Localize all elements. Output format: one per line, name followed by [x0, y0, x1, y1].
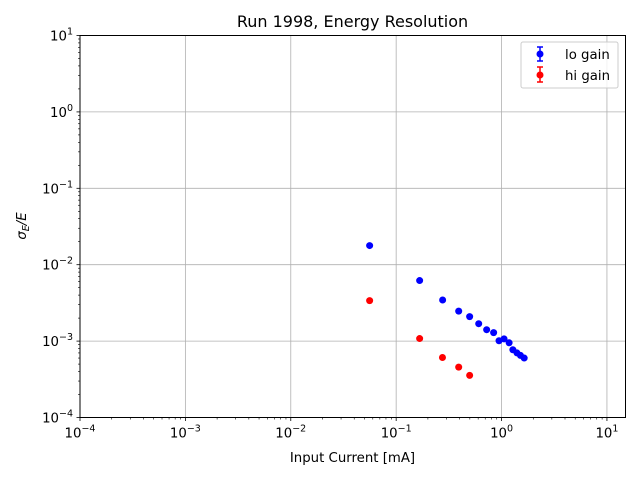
- series-hi-gain: [366, 297, 474, 379]
- series-lo-gain: [366, 242, 528, 362]
- legend-label-lo-gain: lo gain: [565, 48, 610, 63]
- y-tick-label: 10−2: [42, 256, 73, 274]
- y-label-subscript: E: [21, 225, 32, 231]
- legend-label-hi-gain: hi gain: [565, 69, 610, 84]
- legend-entry-hi-gain: hi gain: [536, 66, 610, 84]
- y-tick-label: 100: [50, 103, 73, 121]
- data-points: [366, 242, 528, 379]
- data-point: [439, 296, 447, 304]
- data-point: [366, 297, 374, 305]
- x-tick-label: 100: [490, 424, 513, 442]
- y-label-sigma: σ: [15, 231, 30, 240]
- y-axis-ticks: 10−4 10−3 10−2 10−1 100 101: [42, 27, 80, 427]
- data-point: [520, 354, 528, 362]
- legend-marker-hi-gain: [536, 71, 544, 79]
- data-point: [455, 307, 463, 315]
- x-tick-label: 10−4: [65, 424, 96, 442]
- x-tick-label: 10−2: [275, 424, 306, 442]
- legend: lo gain hi gain: [520, 41, 619, 89]
- grid: [79, 35, 626, 418]
- data-point: [416, 335, 424, 343]
- y-tick-label: 10−3: [42, 332, 73, 350]
- x-tick-label: 10−3: [170, 424, 201, 442]
- data-point: [500, 335, 508, 343]
- y-axis-label: σE/E: [15, 212, 32, 240]
- y-tick-label: 10−1: [42, 179, 73, 197]
- data-point: [490, 329, 498, 337]
- y-tick-label: 10−4: [42, 409, 73, 427]
- x-tick-label: 101: [595, 424, 618, 442]
- data-point: [483, 326, 491, 334]
- data-point: [416, 277, 424, 285]
- legend-frame: [520, 41, 619, 89]
- minor-ticks: [78, 38, 603, 420]
- y-tick-label: 101: [50, 27, 73, 45]
- data-point: [366, 242, 374, 250]
- data-point: [466, 371, 474, 379]
- data-point: [475, 320, 483, 328]
- y-label-tail: /E: [15, 212, 30, 226]
- legend-entry-lo-gain: lo gain: [536, 46, 610, 63]
- data-point: [505, 339, 513, 347]
- chart-title: Run 1998, Energy Resolution: [237, 12, 468, 31]
- x-axis-ticks: 10−4 10−3 10−2 10−1 100 101: [65, 417, 618, 442]
- legend-marker-lo-gain: [536, 50, 544, 58]
- x-axis-label: Input Current [mA]: [290, 451, 415, 466]
- data-point: [438, 354, 446, 362]
- svg-text:σE/E: σE/E: [15, 212, 32, 240]
- data-point: [466, 313, 474, 321]
- axes-frame: [79, 35, 626, 418]
- data-point: [455, 363, 463, 371]
- x-tick-label: 10−1: [381, 424, 412, 442]
